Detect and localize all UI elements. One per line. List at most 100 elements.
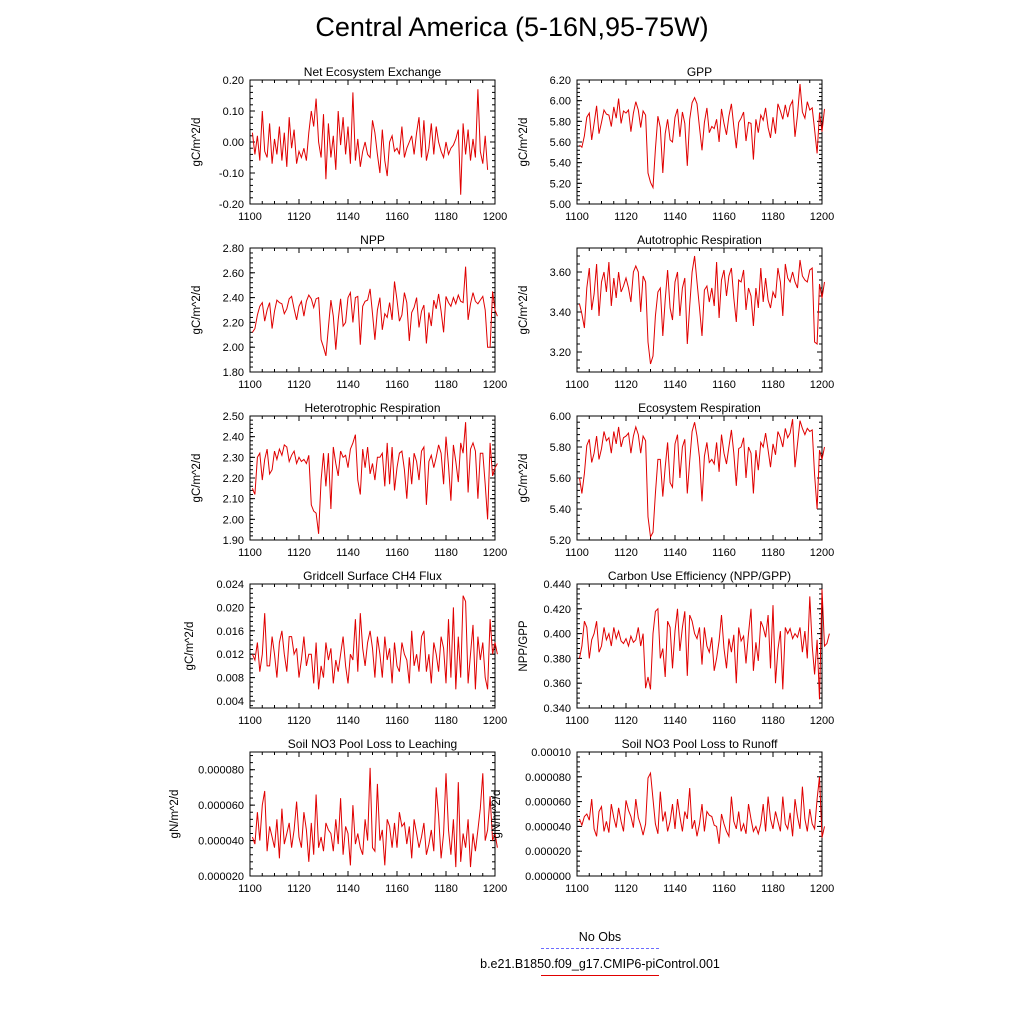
chart-panel: Heterotrophic Respiration 1.90 2.00 2.10 2.2… [191,401,507,559]
chart-panel: Net Ecosystem Exchange -0.20 -0.10 0.00 0.10… [191,65,507,223]
x-tick-label: 1100 [238,547,262,559]
chart-title: Gridcell Surface CH4 Flux [303,569,442,583]
y-tick-label: 0.10 [223,106,244,118]
y-tick-label: 2.00 [223,342,244,354]
x-tick-label: 1200 [810,211,834,223]
x-tick-label: 1120 [287,379,311,391]
page-title: Central America (5-16N,95-75W) [315,12,709,42]
y-tick-label: 0.440 [543,579,571,591]
x-tick-label: 1140 [663,547,687,559]
x-tick-label: 1120 [614,715,638,727]
x-tick-label: 1140 [663,211,687,223]
x-tick-label: 1140 [336,211,360,223]
chart-panel: Gridcell Surface CH4 Flux 0.004 0.008 0.012… [184,569,507,727]
y-tick-label: 6.20 [550,75,571,87]
x-tick-label: 1120 [287,211,311,223]
x-tick-label: 1140 [336,715,360,727]
x-tick-label: 1200 [810,883,834,895]
chart-title: NPP [360,233,385,247]
x-tick-label: 1160 [712,715,736,727]
legend-model-line [541,975,659,976]
y-tick-label: 2.20 [223,317,244,329]
series-line [251,266,498,357]
y-tick-label: 5.80 [550,116,571,128]
x-tick-label: 1140 [336,379,360,391]
y-axis-label: gN/m^2/d [491,790,503,839]
x-tick-label: 1120 [287,883,311,895]
y-tick-label: 0.000040 [525,821,571,833]
y-tick-label: 5.20 [550,178,571,190]
series-line [579,255,825,365]
x-tick-label: 1140 [663,715,687,727]
y-tick-label: 0.000080 [525,772,571,784]
x-tick-label: 1160 [385,547,409,559]
y-tick-label: 3.60 [550,267,571,279]
series-line [579,771,825,844]
chart-title: Soil NO3 Pool Loss to Runoff [622,737,779,751]
y-tick-label: 5.60 [550,137,571,149]
chart-panel: Soil NO3 Pool Loss to Leaching 0.000020 0.… [169,737,507,895]
x-tick-label: 1180 [434,883,458,895]
x-tick-label: 1100 [565,883,589,895]
y-tick-label: 3.40 [550,307,571,319]
x-tick-label: 1200 [483,379,507,391]
y-axis-label: gC/m^2/d [518,454,530,503]
plot-frame [576,751,823,877]
legend-obs-line [541,948,659,949]
y-tick-label: 0.000060 [198,800,244,812]
series-line [251,422,498,534]
x-tick-label: 1160 [712,379,736,391]
plot-frame [249,751,496,877]
x-tick-label: 1100 [565,379,589,391]
x-tick-label: 1200 [810,379,834,391]
x-tick-label: 1200 [483,883,507,895]
x-tick-label: 1200 [810,715,834,727]
y-tick-label: -0.10 [219,168,244,180]
y-tick-label: 0.012 [216,649,244,661]
x-tick-label: 1180 [434,715,458,727]
x-tick-label: 1100 [238,211,262,223]
y-tick-label: 0.380 [543,653,571,665]
x-tick-label: 1100 [565,211,589,223]
chart-title: Net Ecosystem Exchange [304,65,442,79]
y-axis-label: gC/m^2/d [518,118,530,167]
y-tick-label: 0.024 [216,579,244,591]
x-tick-label: 1140 [336,547,360,559]
x-tick-label: 1200 [483,547,507,559]
y-tick-label: -0.20 [219,199,244,211]
y-tick-label: 0.000060 [525,797,571,809]
series-line [251,595,498,690]
x-tick-label: 1100 [238,379,262,391]
y-tick-label: 5.40 [550,158,571,170]
series-line [579,84,825,190]
y-tick-label: 0.000040 [198,836,244,848]
y-tick-label: 5.20 [550,535,571,547]
chart-title: Autotrophic Respiration [637,233,762,247]
y-tick-label: 3.20 [550,347,571,359]
y-tick-label: 2.60 [223,268,244,280]
chart-title: Soil NO3 Pool Loss to Leaching [288,737,457,751]
x-tick-label: 1180 [761,715,785,727]
x-tick-label: 1160 [712,547,736,559]
y-tick-label: 0.004 [216,696,244,708]
y-tick-label: 0.00010 [531,747,571,759]
y-axis-label: gC/m^2/d [191,286,203,335]
series-line [251,767,498,868]
y-axis-label: gC/m^2/d [184,622,196,671]
y-axis-label: gC/m^2/d [518,286,530,335]
y-tick-label: 0.016 [216,626,244,638]
y-axis-label: NPP/GPP [518,620,530,671]
x-tick-label: 1100 [565,715,589,727]
legend-model-label: b.e21.B1850.f09_g17.CMIP6-piControl.001 [480,957,720,971]
chart-title: GPP [687,65,712,79]
y-tick-label: 2.00 [223,514,244,526]
x-tick-label: 1100 [565,547,589,559]
chart-panel: Carbon Use Efficiency (NPP/GPP) 0.340 0.36… [518,569,834,727]
x-tick-label: 1160 [712,883,736,895]
series-line [251,89,489,195]
y-tick-label: 0.000020 [198,871,244,883]
y-tick-label: 0.340 [543,703,571,715]
plot-frame [576,583,823,709]
y-tick-label: 0.020 [216,602,244,614]
